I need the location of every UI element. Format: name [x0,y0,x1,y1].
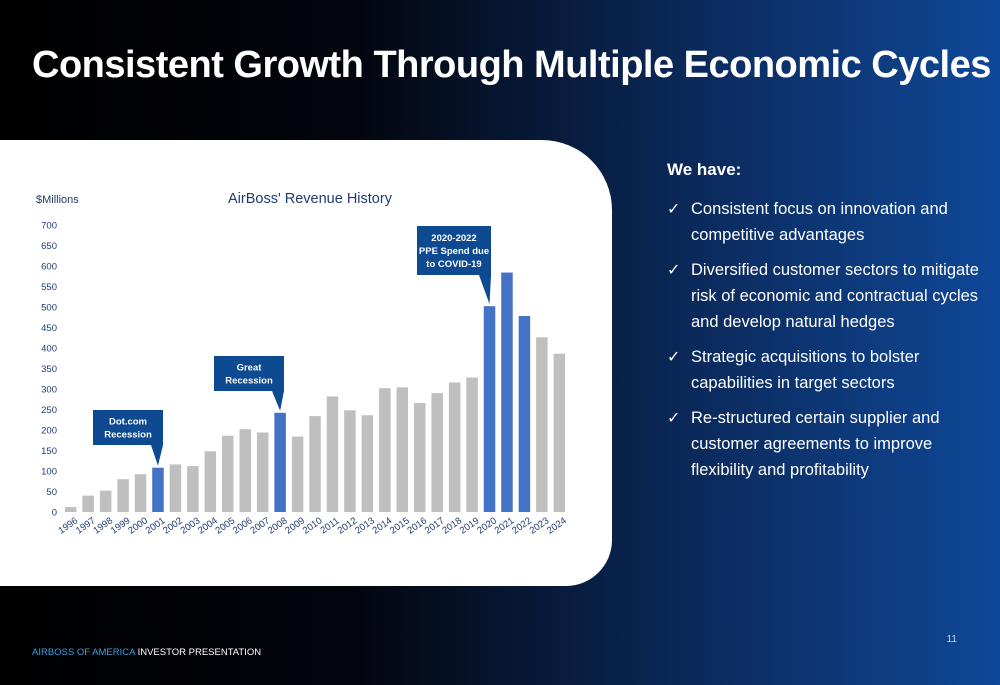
bar-2009 [291,436,304,512]
bar-2013 [361,415,374,512]
page-title: Consistent Growth Through Multiple Econo… [32,44,991,86]
annotation-box [93,410,163,466]
y-tick-label: 500 [41,303,57,314]
benefit-text: Strategic acquisitions to bolster capabi… [691,348,920,392]
chart-panel: $Millions AirBoss' Revenue History 0 50 10… [0,140,612,586]
x-axis-ticks: 1996199719981999200020012002200320042005… [56,515,568,536]
bar-2022 [518,316,531,512]
footer: AIRBOSS OF AMERICA INVESTOR PRESENTATION [32,647,261,658]
y-tick-label: 550 [41,282,57,293]
annotation-text: Great [237,363,263,374]
benefit-item: ✓ Consistent focus on innovation and com… [667,196,987,248]
bar-2016 [413,402,426,512]
footer-company: AIRBOSS OF AMERICA [32,647,135,658]
bar-2006 [239,429,251,512]
y-tick-label: 100 [41,467,57,478]
bar-1997 [82,495,94,512]
benefit-item: ✓ Strategic acquisitions to bolster capa… [667,344,987,396]
y-tick-label: 0 [52,508,57,519]
benefits-panel: We have: ✓ Consistent focus on innovatio… [667,160,987,492]
annotation-callout: 2020-2022 PPE Spend due to COVID-19 [417,226,491,305]
annotation-box [417,226,491,305]
bar-2011 [326,396,339,512]
annotation-text: PPE Spend due [419,246,489,257]
bar-1998 [99,490,112,512]
benefit-text: Re-structured certain supplier and custo… [691,409,940,479]
bars [64,272,566,512]
annotation-callout: Dot.com Recession [93,410,163,466]
annotation-text: 2020-2022 [431,233,476,244]
bar-2019 [466,377,478,512]
benefit-text: Consistent focus on innovation and compe… [691,200,948,244]
bar-2008 [274,412,286,512]
chart-title: AirBoss' Revenue History [228,191,393,207]
y-tick-label: 600 [41,262,57,273]
bar-2015 [396,387,409,512]
bar-2001 [152,467,164,512]
x-tick-label: 2024 [545,515,569,536]
bar-2012 [344,410,356,512]
bar-2021 [501,272,513,512]
annotation-text: to COVID-19 [426,259,481,270]
bar-2010 [309,416,321,512]
footer-label: INVESTOR PRESENTATION [134,647,262,658]
y-tick-label: 650 [41,241,57,252]
benefits-heading: We have: [667,160,742,179]
bar-2017 [431,393,443,512]
bar-2023 [536,337,548,512]
bar-2005 [222,435,234,512]
check-icon: ✓ [667,408,681,427]
annotation-text: Dot.com [109,417,147,428]
y-tick-label: 200 [41,426,57,437]
annotation-text: Recession [225,376,273,387]
annotation-box [214,356,284,411]
y-tick-label: 350 [41,364,57,375]
bar-1996 [64,507,77,512]
check-icon: ✓ [667,199,681,218]
y-tick-label: 400 [41,344,57,355]
revenue-bar-chart: $Millions AirBoss' Revenue History 0 50 10… [36,191,569,537]
bar-1999 [117,479,129,512]
bar-2000 [134,474,147,512]
annotation-callout: Great Recession [214,356,284,411]
chart-ylabel: $Millions [36,194,79,206]
bar-2018 [448,382,461,512]
page-number: 11 [946,634,957,645]
bar-2007 [256,432,269,512]
y-axis-ticks: 0 50 100 150 200 250 300 350 400 450 500 550 600 650 7… [41,221,57,519]
check-icon: ✓ [667,347,681,366]
benefit-item: ✓ Diversified customer sectors to mitiga… [667,257,987,335]
bar-2014 [379,388,391,512]
y-tick-label: 700 [41,221,57,232]
annotations: Dot.com Recession Great Recession 2020-2022 P… [93,226,491,466]
benefit-item: ✓ Re-structured certain supplier and cus… [667,405,987,483]
bar-2004 [204,451,217,512]
y-tick-label: 450 [41,323,57,334]
benefit-text: Diversified customer sectors to mitigate… [691,261,979,331]
bar-2003 [187,466,199,512]
bar-2020 [483,306,496,512]
y-tick-label: 250 [41,405,57,416]
annotation-text: Recession [104,430,152,441]
y-tick-label: 50 [46,487,57,498]
bar-2024 [553,353,566,512]
y-tick-label: 150 [41,446,57,457]
check-icon: ✓ [667,260,681,279]
y-tick-label: 300 [41,385,57,396]
bar-2002 [169,464,182,512]
